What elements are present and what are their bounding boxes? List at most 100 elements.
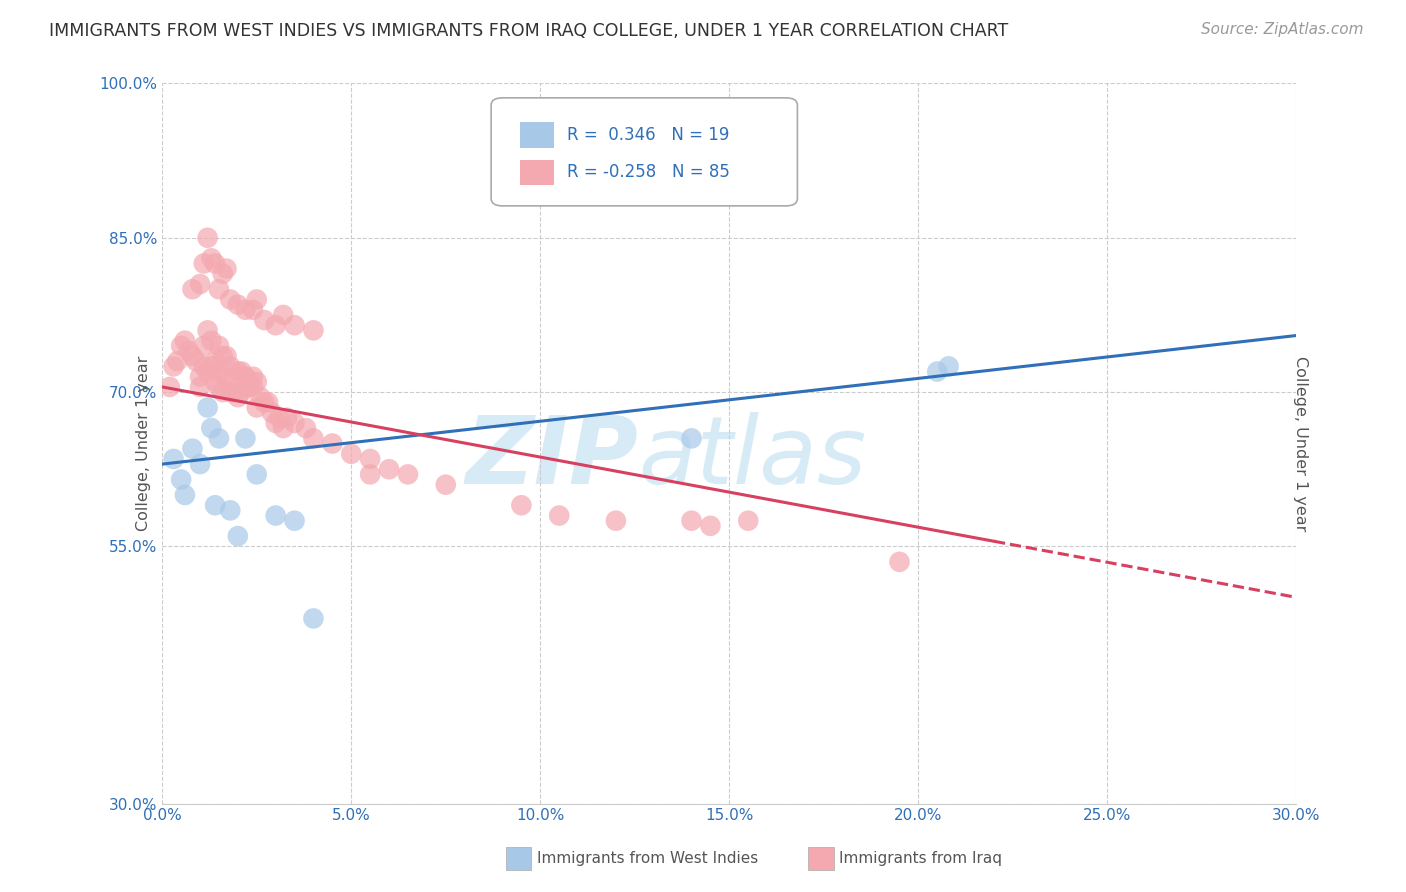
Point xyxy=(253,395,276,409)
Text: R = -0.258   N = 85: R = -0.258 N = 85 xyxy=(567,163,730,181)
Point xyxy=(193,339,215,353)
Point xyxy=(235,369,257,384)
Point xyxy=(283,514,305,528)
Point xyxy=(226,298,249,312)
Point xyxy=(246,401,269,415)
Point xyxy=(396,467,419,482)
Text: Immigrants from West Indies: Immigrants from West Indies xyxy=(537,852,758,866)
Point xyxy=(186,354,208,368)
Point xyxy=(162,452,184,467)
Point xyxy=(211,267,233,281)
FancyBboxPatch shape xyxy=(519,122,554,147)
Point xyxy=(242,369,264,384)
Point xyxy=(215,349,238,363)
Point xyxy=(170,473,193,487)
Point xyxy=(264,416,287,430)
Point xyxy=(219,293,242,307)
Text: Source: ZipAtlas.com: Source: ZipAtlas.com xyxy=(1201,22,1364,37)
Point xyxy=(253,313,276,327)
Point xyxy=(510,498,533,512)
Point xyxy=(235,380,257,394)
Point xyxy=(302,323,325,337)
Point xyxy=(257,395,280,409)
Point xyxy=(188,369,211,384)
Point xyxy=(340,447,363,461)
Point xyxy=(188,380,211,394)
Point xyxy=(260,406,283,420)
Point xyxy=(264,318,287,333)
Point xyxy=(681,431,703,445)
Point xyxy=(197,401,219,415)
Text: Immigrants from Iraq: Immigrants from Iraq xyxy=(839,852,1002,866)
Point xyxy=(434,477,457,491)
Point xyxy=(378,462,401,476)
Point xyxy=(548,508,571,523)
Point xyxy=(238,380,260,394)
Point xyxy=(321,436,343,450)
Point xyxy=(211,349,233,363)
Point xyxy=(699,519,721,533)
Y-axis label: College, Under 1 year: College, Under 1 year xyxy=(1292,356,1308,532)
Point xyxy=(302,431,325,445)
Point xyxy=(271,421,294,435)
Point xyxy=(269,410,291,425)
Point xyxy=(264,508,287,523)
Point xyxy=(159,380,181,394)
Point xyxy=(188,457,211,471)
Point xyxy=(242,302,264,317)
Text: ZIP: ZIP xyxy=(465,412,638,504)
Point xyxy=(246,375,269,389)
Point xyxy=(174,334,197,348)
Point xyxy=(927,364,949,378)
Point xyxy=(174,488,197,502)
Point xyxy=(170,339,193,353)
Point xyxy=(226,390,249,404)
Point xyxy=(208,339,231,353)
Point xyxy=(200,421,222,435)
Point xyxy=(200,359,222,374)
Point xyxy=(276,410,298,425)
Point xyxy=(226,364,249,378)
Text: atlas: atlas xyxy=(638,412,868,503)
Point xyxy=(359,452,381,467)
Point xyxy=(271,308,294,322)
Point xyxy=(681,514,703,528)
Point xyxy=(238,375,260,389)
Point xyxy=(249,390,271,404)
Point xyxy=(204,498,226,512)
Point xyxy=(215,261,238,276)
Point xyxy=(246,293,269,307)
Point xyxy=(188,277,211,291)
Point xyxy=(200,334,222,348)
Point xyxy=(166,354,188,368)
Point xyxy=(938,359,960,374)
Point xyxy=(197,323,219,337)
Point xyxy=(302,611,325,625)
Point xyxy=(283,416,305,430)
Point xyxy=(208,431,231,445)
Point xyxy=(219,359,242,374)
Point xyxy=(889,555,911,569)
Point xyxy=(737,514,759,528)
Text: R =  0.346   N = 19: R = 0.346 N = 19 xyxy=(567,126,730,144)
Point xyxy=(193,359,215,374)
Point xyxy=(231,364,253,378)
Point xyxy=(226,529,249,543)
Point xyxy=(242,380,264,394)
Point xyxy=(200,252,222,266)
Point xyxy=(162,359,184,374)
Point xyxy=(605,514,627,528)
Point xyxy=(181,442,204,456)
Point xyxy=(222,385,245,400)
Point xyxy=(177,343,200,358)
FancyBboxPatch shape xyxy=(519,160,554,185)
Text: IMMIGRANTS FROM WEST INDIES VS IMMIGRANTS FROM IRAQ COLLEGE, UNDER 1 YEAR CORREL: IMMIGRANTS FROM WEST INDIES VS IMMIGRANT… xyxy=(49,22,1008,40)
Point xyxy=(197,231,219,245)
Point xyxy=(204,256,226,270)
Point xyxy=(295,421,318,435)
Point xyxy=(211,385,233,400)
Point xyxy=(222,369,245,384)
Point xyxy=(197,364,219,378)
Point xyxy=(231,385,253,400)
Point xyxy=(246,467,269,482)
